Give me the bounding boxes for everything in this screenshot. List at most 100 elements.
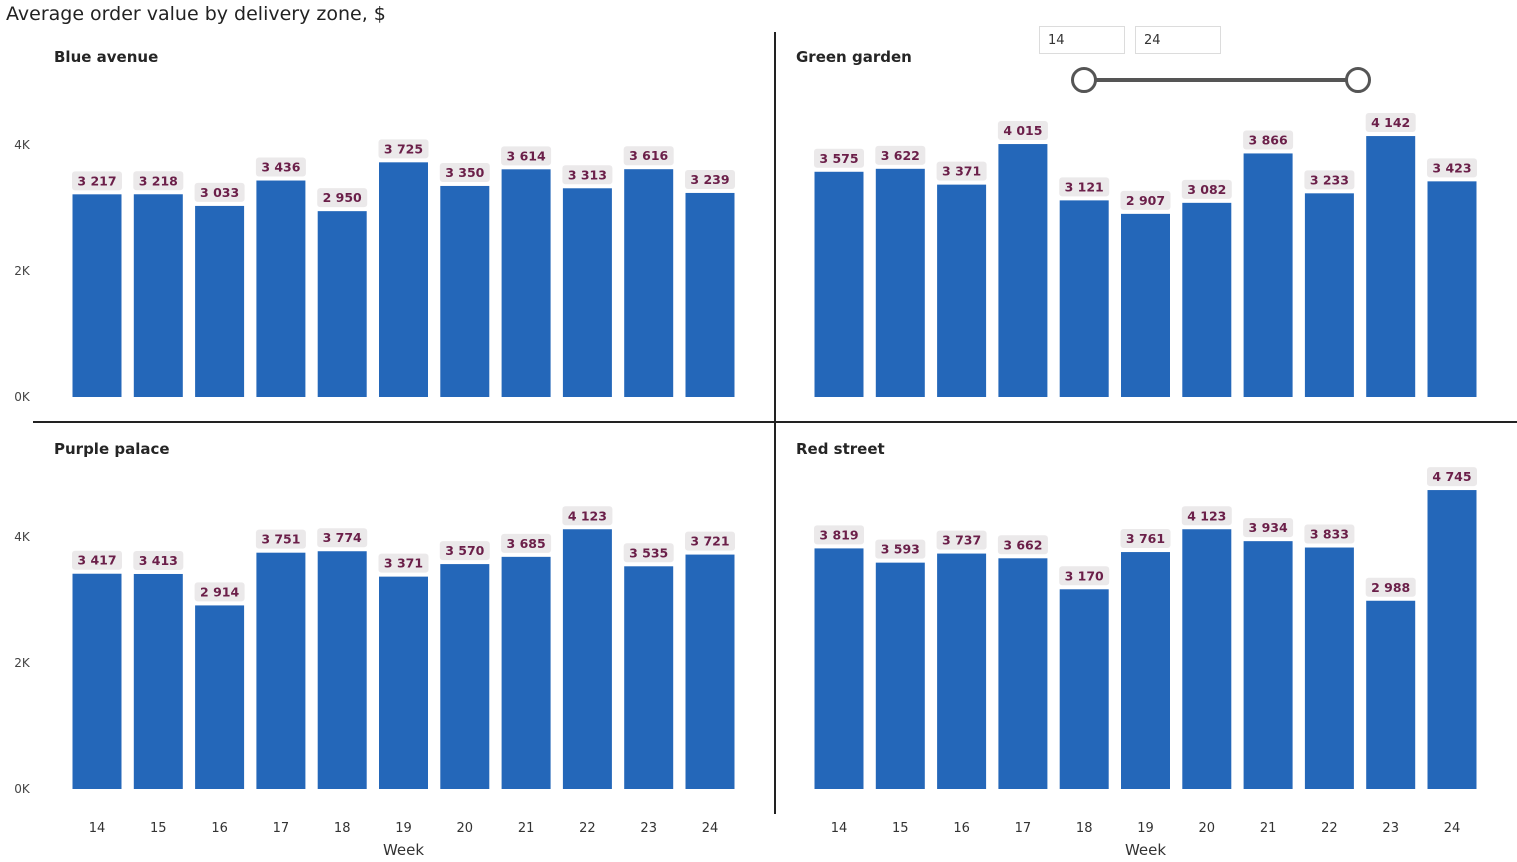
bar — [685, 192, 735, 397]
data-label: 3 033 — [200, 185, 239, 200]
x-tick-label: 21 — [1260, 821, 1277, 836]
bar — [133, 573, 183, 789]
data-label: 3 423 — [1432, 160, 1471, 175]
data-label: 3 751 — [261, 532, 300, 547]
bar — [317, 551, 367, 789]
data-label-bg — [255, 529, 306, 549]
bar — [133, 194, 183, 397]
data-label-bg — [1181, 506, 1232, 526]
data-label: 3 721 — [690, 534, 729, 549]
data-label: 2 988 — [1371, 580, 1410, 595]
x-tick-label: 18 — [1076, 821, 1093, 836]
x-tick-label: 19 — [1137, 821, 1154, 836]
data-label-bg — [1181, 179, 1232, 199]
data-label: 3 170 — [1065, 568, 1104, 583]
data-label: 3 371 — [942, 164, 981, 179]
data-label: 3 121 — [1065, 179, 1104, 194]
week-end-input[interactable]: 24 — [1135, 26, 1221, 54]
data-label: 3 622 — [881, 148, 920, 163]
bar — [562, 188, 612, 397]
bar — [937, 184, 987, 397]
bar — [1243, 153, 1293, 397]
data-label: 4 142 — [1371, 115, 1410, 130]
data-label-bg — [194, 182, 245, 202]
data-label: 3 761 — [1126, 531, 1165, 546]
bar — [72, 194, 122, 397]
x-tick-label: 22 — [1321, 821, 1338, 836]
data-label: 3 737 — [942, 533, 981, 548]
data-label: 3 593 — [881, 542, 920, 557]
data-label-bg — [1304, 524, 1355, 544]
bar — [1243, 541, 1293, 789]
data-label-bg — [1365, 113, 1416, 133]
slider-start-handle[interactable] — [1071, 67, 1097, 93]
data-label: 3 350 — [445, 165, 484, 180]
bar — [1121, 213, 1170, 397]
data-label: 3 417 — [77, 553, 116, 568]
x-tick-label: 23 — [640, 821, 657, 836]
x-axis-label: Week — [383, 841, 424, 859]
data-label-bg — [997, 121, 1048, 141]
bar — [624, 169, 674, 397]
data-label-bg — [562, 165, 613, 185]
bar — [1304, 193, 1354, 397]
bar — [1427, 181, 1477, 397]
data-label-bg — [1059, 566, 1110, 586]
page-title: Average order value by delivery zone, $ — [6, 3, 386, 25]
x-tick-label: 14 — [89, 821, 106, 836]
bar — [1182, 529, 1232, 789]
x-tick-label: 14 — [831, 821, 848, 836]
bar — [814, 171, 864, 397]
panel-green-garden: Green garden 3 575 3 622 3 371 4 015 3 121 2 9… — [796, 48, 1477, 397]
data-label-bg — [1427, 467, 1477, 487]
y-tick-label: 0K — [14, 390, 31, 404]
bar — [1366, 600, 1416, 789]
data-label: 3 535 — [629, 545, 668, 560]
bar — [72, 573, 122, 789]
x-tick-label: 21 — [518, 821, 535, 836]
data-label: 3 774 — [323, 530, 362, 545]
data-label: 3 575 — [819, 151, 858, 166]
data-label-bg — [562, 506, 613, 526]
data-label-bg — [378, 139, 429, 159]
bar — [875, 562, 925, 789]
x-tick-label: 19 — [395, 821, 412, 836]
data-label: 3 685 — [507, 536, 546, 551]
data-label-bg — [814, 148, 864, 168]
data-label-bg — [133, 550, 184, 570]
bar — [1059, 589, 1109, 789]
data-label: 3 866 — [1249, 132, 1288, 147]
x-tick-label: 16 — [953, 821, 970, 836]
week-start-input[interactable]: 14 — [1039, 26, 1125, 54]
x-tick-label: 23 — [1382, 821, 1399, 836]
data-label: 3 570 — [445, 543, 484, 558]
data-label: 3 218 — [139, 173, 178, 188]
data-label: 4 123 — [1187, 508, 1226, 523]
data-label: 3 616 — [629, 148, 668, 163]
bar — [256, 552, 306, 789]
bar — [1427, 490, 1477, 789]
bar — [685, 554, 735, 789]
bar — [1059, 200, 1109, 397]
data-label-bg — [194, 582, 245, 602]
bar — [501, 169, 551, 397]
data-label-bg — [1427, 158, 1477, 178]
data-label: 3 833 — [1310, 527, 1349, 542]
data-label: 3 819 — [819, 527, 858, 542]
y-tick-label: 2K — [14, 264, 31, 278]
data-label-bg — [814, 525, 864, 545]
slider-track[interactable] — [1084, 78, 1358, 82]
data-label: 3 082 — [1187, 182, 1226, 197]
data-label: 3 614 — [507, 148, 546, 163]
data-label-bg — [317, 188, 368, 208]
bar — [937, 553, 987, 789]
slider-end-handle[interactable] — [1345, 67, 1371, 93]
panel-title: Red street — [796, 440, 885, 458]
bar — [1121, 552, 1170, 789]
data-label: 2 914 — [200, 584, 239, 599]
data-label: 3 313 — [568, 167, 607, 182]
data-label: 4 015 — [1003, 123, 1042, 138]
y-tick-label: 0K — [14, 782, 31, 796]
y-tick-label: 4K — [14, 138, 31, 152]
data-label-bg — [378, 553, 429, 573]
